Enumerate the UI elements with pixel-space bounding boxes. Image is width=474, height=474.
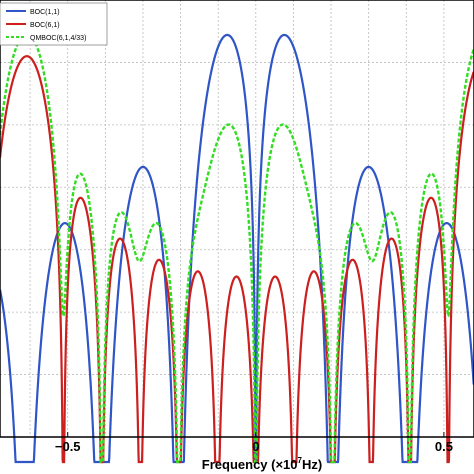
legend: BOC(1,1) BOC(6,1) QMBOC(6,1,4/33) bbox=[0, 2, 108, 46]
x-axis: −0.5 0 0.5 bbox=[55, 432, 453, 454]
legend-label-boc11: BOC(1,1) bbox=[30, 9, 60, 16]
x-tick-label: 0.5 bbox=[435, 439, 453, 454]
x-tick-label: −0.5 bbox=[55, 439, 81, 454]
x-tick-label: 0 bbox=[252, 439, 259, 454]
plot-frame bbox=[0, 0, 474, 438]
series-line-boc-6-1 bbox=[0, 55, 474, 464]
legend-label-boc61: BOC(6,1) bbox=[30, 22, 60, 29]
legend-label-qmboc: QMBOC(6,1,4/33) bbox=[30, 35, 86, 42]
series-line-qmboc-6-1-4-33 bbox=[0, 32, 474, 464]
plot-area bbox=[0, 32, 474, 464]
x-axis-label: Frequency (×107Hz) bbox=[202, 456, 322, 472]
series-line-boc-1-1 bbox=[0, 33, 474, 464]
